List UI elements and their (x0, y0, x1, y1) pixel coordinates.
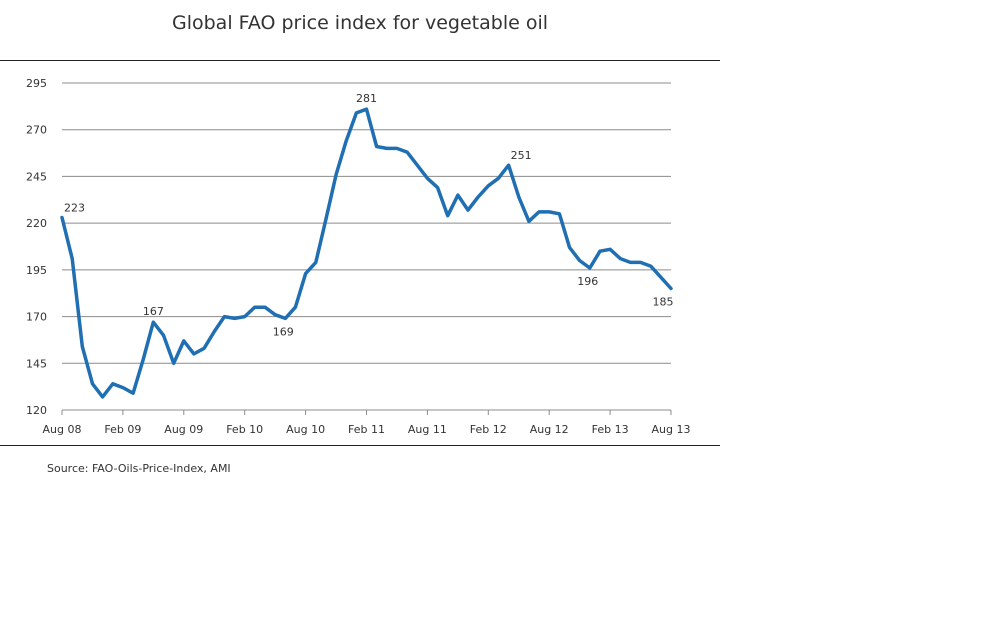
x-axis: Aug 08 Feb 09 Aug 09 Feb 10 Aug 10 Feb 11 Aug … (43, 409, 691, 436)
data-label: 196 (577, 275, 598, 288)
series-line (60, 107, 673, 399)
data-label: 223 (64, 202, 85, 215)
top-rule (0, 60, 720, 61)
data-label: 281 (356, 92, 377, 105)
chart-title: Global FAO price index for vegetable oil (171, 12, 549, 34)
data-label: 185 (653, 296, 674, 309)
x-tick-label: Aug 08 (43, 423, 82, 436)
x-tick-label: Aug 12 (530, 423, 569, 436)
series-line-path (60, 107, 673, 399)
data-labels: 223 167 169 281 251 196 185 (64, 92, 674, 338)
x-tick-label: Feb 09 (104, 423, 141, 436)
x-tick-label: Aug 09 (164, 423, 203, 436)
x-tick-label: Aug 10 (286, 423, 325, 436)
y-tick-label: 195 (26, 264, 47, 277)
x-tick-label: Aug 11 (408, 423, 447, 436)
y-tick-label: 120 (26, 404, 47, 417)
y-axis-tick-labels: 120 145 170 195 220 245 270 295 (26, 77, 47, 417)
x-tick-label: Aug 13 (652, 423, 691, 436)
grid-lines (62, 82, 671, 364)
y-tick-label: 270 (26, 124, 47, 137)
data-label: 167 (143, 305, 164, 318)
y-tick-label: 295 (26, 77, 47, 90)
y-tick-label: 220 (26, 217, 47, 230)
bottom-rule (0, 445, 720, 446)
data-label: 169 (273, 325, 294, 338)
data-label: 251 (511, 149, 532, 162)
x-tick-label: Feb 13 (592, 423, 629, 436)
x-tick-label: Feb 12 (470, 423, 507, 436)
x-tick-label: Feb 11 (348, 423, 385, 436)
y-tick-label: 145 (26, 357, 47, 370)
x-tick-label: Feb 10 (226, 423, 263, 436)
y-tick-label: 170 (26, 311, 47, 324)
y-tick-label: 245 (26, 170, 47, 183)
source-note: Source: FAO-Oils-Price-Index, AMI (47, 462, 231, 475)
